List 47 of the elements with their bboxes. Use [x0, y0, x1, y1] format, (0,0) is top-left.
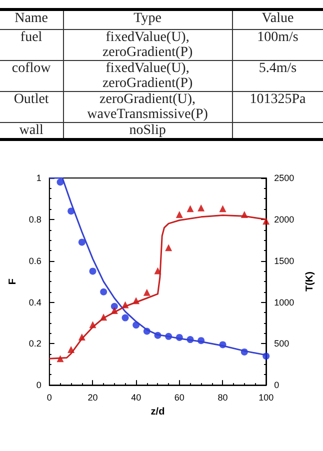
- point: [165, 244, 172, 252]
- text: fixedValue(U), zeroGradient(P): [102, 30, 193, 60]
- point: [186, 205, 194, 212]
- y2-tick-label: 500: [274, 338, 290, 349]
- category-label: Value: [232, 10, 323, 30]
- x-tick-label: 0: [46, 392, 52, 403]
- y-tick-label: 0: [36, 380, 42, 390]
- text: 101325Pa: [250, 92, 306, 107]
- point: [143, 288, 150, 296]
- x-axis-title: z/d: [150, 406, 165, 418]
- y2-tick-label: 2500: [274, 173, 294, 183]
- y2-axis-title: T(K): [304, 272, 316, 292]
- y-tick-label: 0.2: [28, 338, 42, 349]
- y2-tick-label: 2000: [274, 214, 294, 224]
- point: [89, 268, 96, 275]
- text: coflow: [12, 61, 51, 76]
- text: noSlip: [129, 123, 166, 138]
- category-label: Name: [14, 10, 50, 28]
- y2-tick-label: 1000: [274, 297, 294, 308]
- point: [100, 288, 108, 296]
- point: [56, 178, 64, 186]
- point: [78, 238, 86, 246]
- x-tick-label: 60: [174, 392, 184, 403]
- text: zeroGradient(U), waveTransmissive(P): [87, 92, 208, 122]
- x-tick-label: 20: [88, 392, 98, 403]
- x-tick-label: 40: [131, 392, 142, 403]
- category-label: Type: [63, 10, 232, 30]
- point: [198, 204, 205, 212]
- y-tick-label: 0.6: [28, 256, 42, 266]
- y2-tick-label: 0: [274, 380, 280, 390]
- y-axis-title: F: [8, 278, 18, 285]
- text: 100m/s: [257, 30, 298, 45]
- text: fixedValue(U), zeroGradient(P): [102, 61, 193, 91]
- point: [219, 205, 226, 212]
- x-tick-label: 80: [218, 392, 228, 403]
- y-tick-label: 0.4: [28, 297, 42, 308]
- text: wall: [19, 123, 44, 138]
- point: [176, 210, 183, 218]
- y2-tick-label: 1500: [274, 256, 294, 266]
- y-tick-label: 1: [36, 173, 42, 183]
- point: [122, 314, 129, 322]
- text: Outlet: [14, 92, 49, 107]
- point: [262, 218, 270, 225]
- text: fuel: [20, 30, 42, 45]
- x-tick-label: 100: [258, 392, 274, 403]
- text: 5.4m/s: [258, 61, 297, 76]
- y-tick-label: 0.8: [28, 214, 42, 224]
